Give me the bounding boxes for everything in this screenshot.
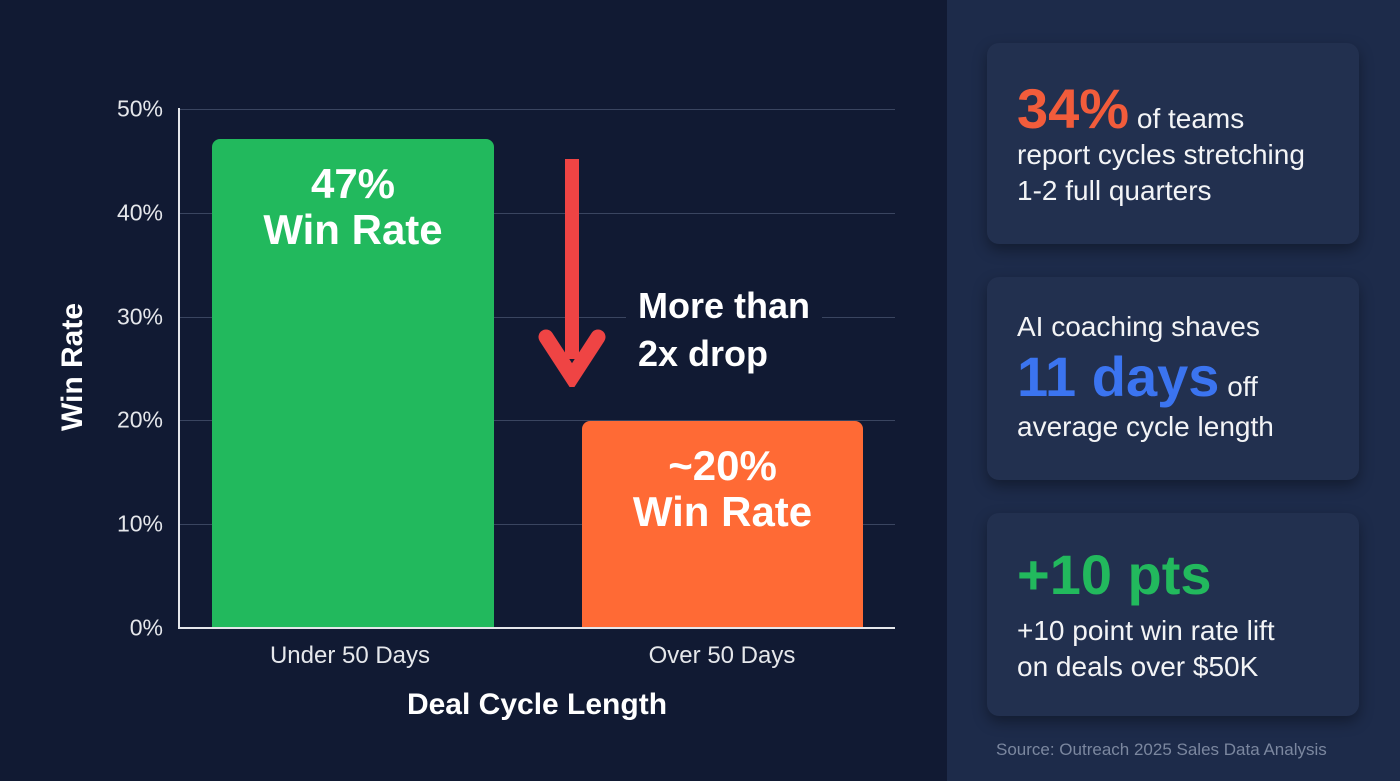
gridline [179, 317, 895, 318]
drop-annotation: More than 2x drop [626, 282, 823, 378]
y-tick-30: 30% [116, 303, 163, 330]
gridline [179, 524, 895, 525]
y-tick-10: 10% [116, 510, 163, 537]
x-tick-over-50-days: Over 50 Days [648, 642, 796, 669]
stat-text: report cycles stretching [1017, 139, 1305, 170]
stat-text: AI coaching shaves [1017, 311, 1260, 342]
down-arrow-icon [538, 159, 606, 387]
source-note: Source: Outreach 2025 Sales Data Analysi… [996, 740, 1327, 759]
bar-under-50-days: 47% Win Rate [212, 139, 494, 628]
stat-highlight: +10 pts [1017, 543, 1212, 606]
stat-text: +10 point win rate lift [1017, 615, 1275, 646]
gridline [179, 109, 895, 110]
x-axis-line [178, 627, 895, 629]
stat-text: of teams [1136, 103, 1245, 134]
y-tick-0: 0% [129, 614, 163, 641]
bar-value-label: ~20% [668, 442, 777, 489]
y-axis-line [178, 108, 180, 629]
y-tick-50: 50% [116, 95, 163, 122]
stat-card-win-rate-lift: +10 pts +10 point win rate lift on deals… [987, 513, 1359, 716]
gridline [179, 420, 895, 421]
stat-card-ai-coaching: AI coaching shaves 11 days off average c… [987, 277, 1359, 480]
stat-text: off [1227, 371, 1258, 402]
bar-value-label: 47% [310, 160, 396, 207]
y-tick-40: 40% [116, 199, 163, 226]
stat-text: on deals over $50K [1017, 651, 1259, 682]
stat-highlight: 34% [1017, 77, 1130, 140]
bar-label: Win Rate [263, 206, 443, 253]
stat-text: average cycle length [1017, 411, 1274, 442]
x-axis-title: Deal Cycle Length [406, 688, 668, 721]
stat-card-cycles: 34% of teams report cycles stretching 1-… [987, 43, 1359, 244]
annotation-line-2: 2x drop [638, 333, 769, 374]
bar-label: Win Rate [632, 488, 813, 535]
stat-highlight: 11 days [1017, 345, 1220, 408]
chart-area: Win Rate 50% 40% 30% 20% 10% 0% 47% Win … [56, 95, 895, 721]
gridline [179, 213, 895, 214]
x-tick-under-50-days: Under 50 Days [269, 642, 431, 669]
bar-over-50-days: ~20% Win Rate [582, 421, 863, 628]
y-tick-20: 20% [116, 406, 163, 433]
annotation-line-1: More than [638, 285, 811, 326]
stat-text: 1-2 full quarters [1017, 175, 1212, 206]
